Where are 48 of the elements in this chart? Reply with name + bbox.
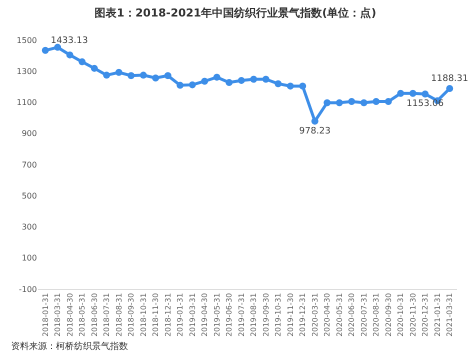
point bbox=[262, 76, 270, 83]
point bbox=[384, 98, 392, 105]
y-tick-label: 1300 bbox=[16, 66, 37, 76]
point bbox=[372, 98, 380, 105]
data-label: 978.23 bbox=[299, 126, 331, 136]
y-tick-label: 700 bbox=[22, 160, 37, 170]
point bbox=[152, 74, 160, 82]
y-tick-label: -100 bbox=[18, 284, 37, 294]
text: 资料来源：柯桥纺织景气指数 bbox=[11, 341, 128, 352]
point bbox=[128, 72, 135, 80]
point bbox=[336, 99, 343, 106]
point bbox=[78, 58, 86, 66]
point bbox=[226, 78, 233, 86]
data-label: 1433.13 bbox=[50, 36, 88, 46]
data-label: 1153.06 bbox=[406, 99, 444, 110]
point bbox=[66, 51, 74, 58]
point bbox=[140, 72, 147, 79]
point bbox=[176, 82, 184, 89]
y-tick-label: 1100 bbox=[16, 98, 37, 108]
point bbox=[250, 76, 258, 83]
y-tick-label: 500 bbox=[22, 191, 37, 200]
point bbox=[115, 68, 122, 76]
y-tick-label: 900 bbox=[22, 129, 37, 138]
point bbox=[446, 85, 454, 92]
point bbox=[201, 78, 208, 85]
point bbox=[54, 44, 62, 51]
point bbox=[238, 76, 245, 84]
y-tick-label: 100 bbox=[22, 254, 37, 263]
point bbox=[213, 74, 220, 81]
point bbox=[360, 99, 368, 106]
point bbox=[409, 90, 416, 97]
point bbox=[164, 72, 172, 80]
point bbox=[299, 82, 306, 90]
point bbox=[324, 99, 331, 106]
point bbox=[90, 64, 98, 72]
point bbox=[422, 90, 429, 98]
point bbox=[103, 72, 110, 79]
y-tick-label: 1500 bbox=[16, 36, 37, 45]
point bbox=[274, 80, 282, 88]
point bbox=[397, 90, 404, 97]
point bbox=[42, 46, 49, 54]
y-tick-label: 300 bbox=[22, 222, 37, 232]
data-label: 1188.31 bbox=[431, 74, 468, 84]
point bbox=[348, 98, 356, 105]
point bbox=[311, 118, 318, 125]
point bbox=[188, 81, 196, 88]
point bbox=[286, 82, 294, 90]
chart-title: 图表1：2018-2021年中国纺织行业景气指数(单位：点) bbox=[94, 6, 376, 20]
